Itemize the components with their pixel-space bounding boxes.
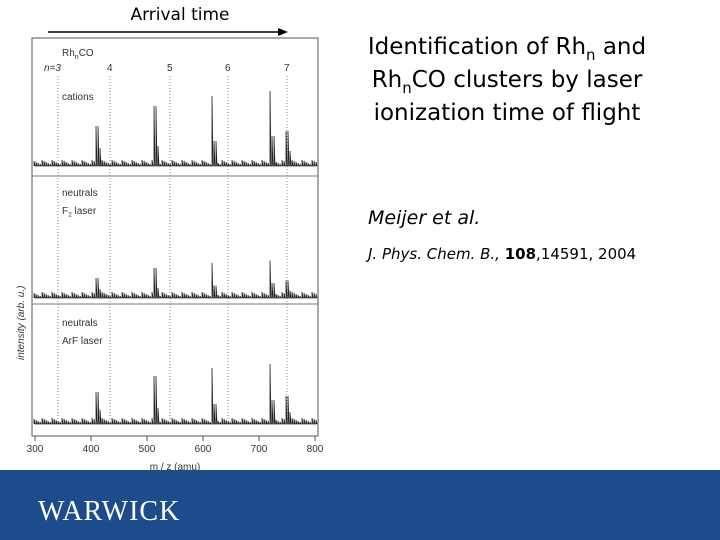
- subscript: n: [402, 79, 411, 97]
- x-tick-label: 800: [307, 444, 324, 455]
- text-segment: Identification of Rh: [368, 34, 586, 60]
- citation: J. Phys. Chem. B., 108,14591, 2004: [365, 245, 636, 263]
- text-line: Identification of Rhn and: [368, 34, 646, 64]
- spectrum: [33, 363, 318, 425]
- plot-frame: [31, 37, 319, 437]
- subscript: n: [586, 46, 595, 64]
- cluster-label: 6: [225, 63, 231, 74]
- text-segment: F: [62, 206, 68, 217]
- logo: WARWICK: [38, 496, 180, 527]
- text-segment: ArF laser: [62, 336, 103, 347]
- text-line: neutrals: [62, 188, 98, 199]
- text-line: F2 laser: [62, 206, 97, 219]
- text-line: neutrals: [62, 318, 98, 329]
- text-line: ionization time of flight: [374, 100, 641, 126]
- x-tick-label: 600: [195, 444, 212, 455]
- pages: ,14591, 2004: [536, 245, 636, 263]
- text-segment: CO clusters by laser: [412, 67, 643, 93]
- cluster-label: n=3: [44, 63, 61, 74]
- text-line: ArF laser: [62, 336, 103, 347]
- arrow-label: Arrival time: [130, 5, 229, 25]
- figure: RhnCO intensity (arb. u.) m / z (amu) n=…: [16, 37, 324, 473]
- x-tick-label: 700: [251, 444, 268, 455]
- author: Meijer et al.: [368, 207, 480, 229]
- x-tick-label: 400: [83, 444, 100, 455]
- text-segment: and: [596, 34, 647, 60]
- arrow-head: [278, 28, 288, 36]
- cluster-label: 7: [284, 63, 290, 74]
- journal: J. Phys. Chem. B.,: [365, 245, 505, 263]
- cluster-label: 4: [107, 63, 113, 74]
- text-line: RhnCO clusters by laser: [372, 67, 643, 97]
- spectrum: [33, 260, 318, 299]
- legend: RhnCO: [62, 48, 94, 61]
- text-segment: cations: [62, 92, 94, 103]
- text-segment: neutrals: [62, 318, 98, 329]
- text-segment: ionization time of flight: [374, 100, 641, 126]
- text-segment: Rh: [372, 67, 403, 93]
- subscript: 2: [68, 212, 72, 219]
- x-tick-label: 300: [27, 444, 44, 455]
- spectrum: [33, 90, 318, 167]
- x-tick-label: 500: [139, 444, 156, 455]
- volume: 108: [505, 245, 536, 263]
- text-line: cations: [62, 92, 94, 103]
- x-label: m / z (amu): [150, 462, 201, 473]
- text-segment: laser: [72, 206, 97, 217]
- y-label: intensity (arb. u.): [16, 286, 27, 360]
- cluster-label: 5: [167, 63, 173, 74]
- footer-band: [0, 470, 720, 540]
- text-segment: neutrals: [62, 188, 98, 199]
